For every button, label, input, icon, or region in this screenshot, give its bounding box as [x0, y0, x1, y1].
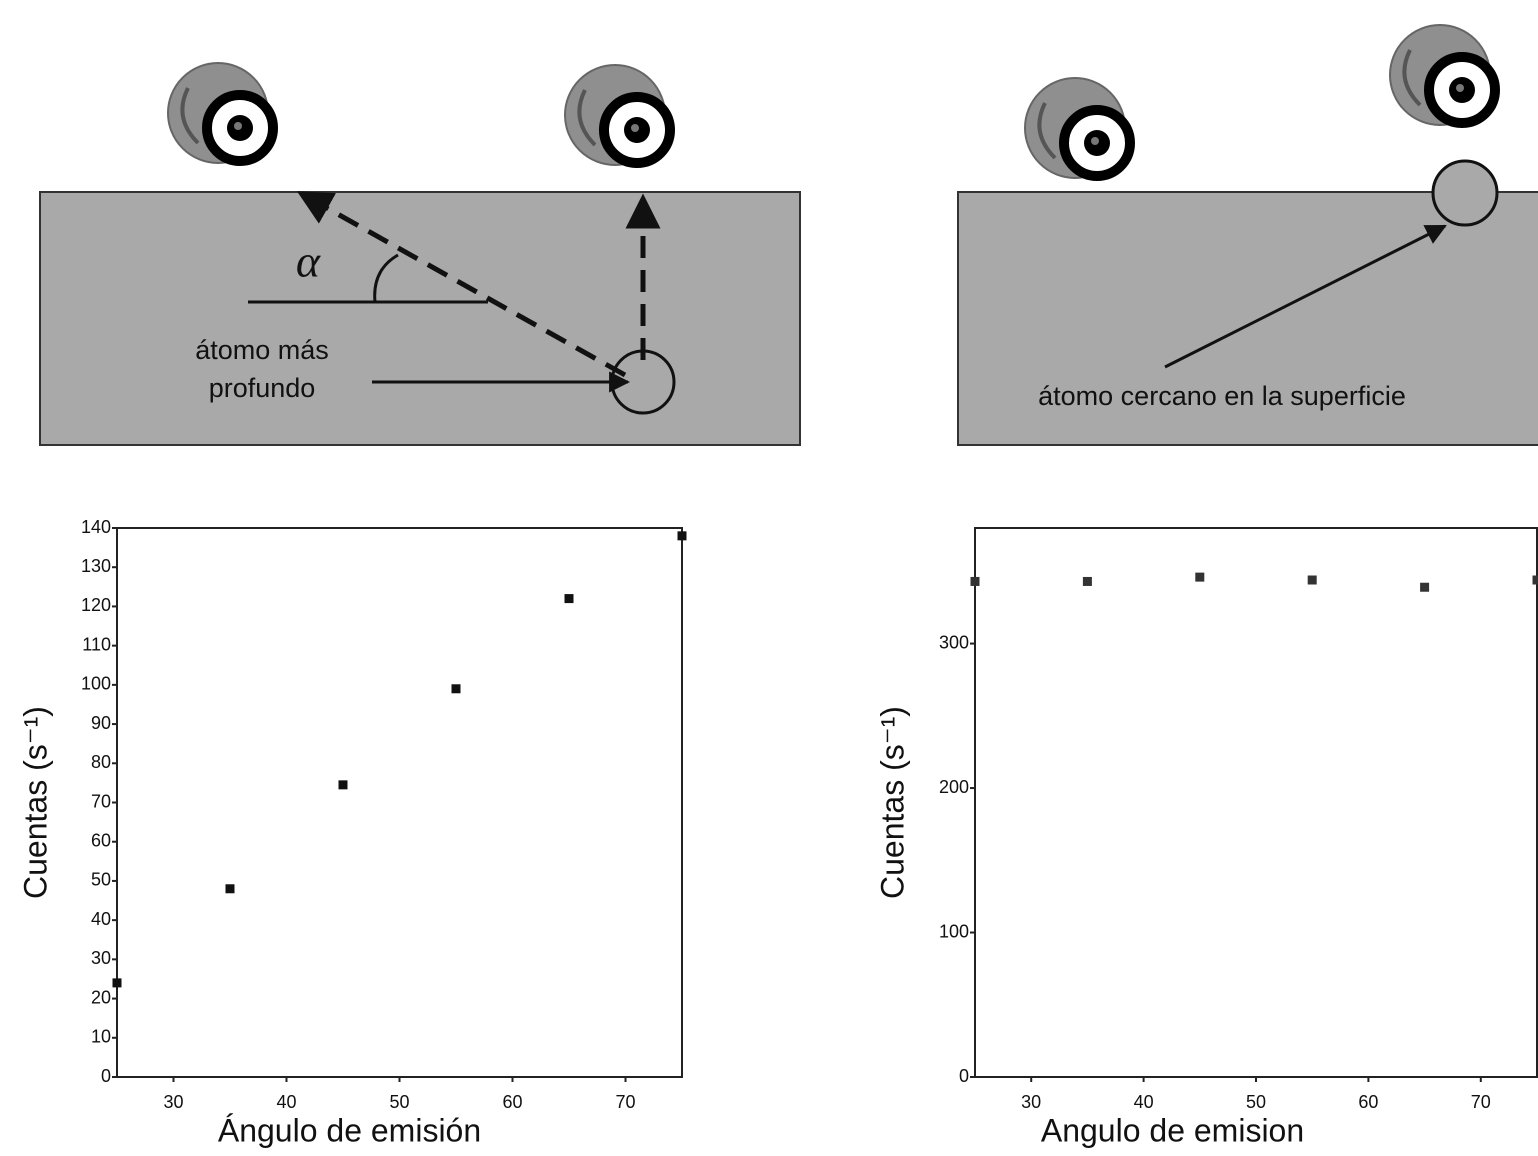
- y-tick-label: 90: [91, 713, 111, 733]
- y-tick-label: 70: [91, 791, 111, 811]
- data-point: [565, 594, 574, 603]
- x-tick-label: 30: [1021, 1092, 1041, 1112]
- y-tick-label: 110: [82, 634, 111, 654]
- diagram-right: átomo cercano en la superficie: [958, 25, 1538, 445]
- data-point: [226, 884, 235, 893]
- atom-label: átomo cercano en la superficie: [1038, 381, 1406, 411]
- x-tick-label: 50: [389, 1092, 409, 1112]
- data-point: [339, 780, 348, 789]
- x-tick-label: 40: [276, 1092, 296, 1112]
- y-tick-label: 130: [81, 556, 111, 576]
- detector: [565, 65, 670, 165]
- x-tick-label: 70: [615, 1092, 635, 1112]
- data-point: [1533, 576, 1538, 585]
- x-tick-label: 70: [1471, 1092, 1491, 1112]
- detector: [168, 63, 273, 163]
- detector: [1025, 78, 1130, 178]
- y-tick-label: 40: [91, 909, 111, 929]
- y-tick-label: 120: [81, 595, 111, 615]
- x-tick-label: 50: [1246, 1092, 1266, 1112]
- y-tick-label: 20: [91, 987, 111, 1007]
- y-tick-label: 100: [81, 674, 111, 694]
- sample-block: [40, 192, 800, 445]
- data-point: [1195, 573, 1204, 582]
- x-axis-title: Angulo de emision: [1041, 1112, 1304, 1148]
- y-tick-label: 140: [81, 517, 111, 537]
- y-tick-label: 10: [91, 1027, 111, 1047]
- plot-area: [975, 528, 1537, 1077]
- detector: [1390, 25, 1495, 125]
- x-tick-label: 40: [1134, 1092, 1154, 1112]
- atom-label: átomo más: [195, 335, 329, 365]
- data-point: [452, 684, 461, 693]
- x-tick-label: 30: [163, 1092, 183, 1112]
- y-tick-label: 60: [91, 830, 111, 850]
- y-tick-label: 0: [959, 1066, 969, 1086]
- x-axis-title: Ángulo de emisión: [218, 1112, 481, 1148]
- y-tick-label: 50: [91, 870, 111, 890]
- data-point: [971, 577, 980, 586]
- y-tick-label: 100: [939, 921, 969, 941]
- figure: α átomo más profundo átomo cercano en la…: [0, 0, 1538, 1151]
- angle-label: α: [296, 236, 321, 287]
- y-axis-title: Cuentas (s⁻¹): [874, 706, 910, 899]
- y-tick-label: 80: [91, 752, 111, 772]
- y-tick-label: 0: [101, 1066, 111, 1086]
- data-point: [1420, 583, 1429, 592]
- data-point: [1083, 577, 1092, 586]
- x-tick-label: 60: [502, 1092, 522, 1112]
- data-point: [113, 978, 122, 987]
- atom: [1433, 161, 1497, 225]
- y-axis-title: Cuentas (s⁻¹): [17, 706, 53, 899]
- y-tick-label: 200: [939, 777, 969, 797]
- data-point: [1308, 576, 1317, 585]
- y-tick-label: 30: [91, 948, 111, 968]
- diagram-left: α átomo más profundo: [40, 63, 800, 445]
- plot-area: [117, 528, 682, 1077]
- y-tick-label: 300: [939, 632, 969, 652]
- atom-label: profundo: [209, 373, 316, 403]
- x-tick-label: 60: [1358, 1092, 1378, 1112]
- data-point: [678, 531, 687, 540]
